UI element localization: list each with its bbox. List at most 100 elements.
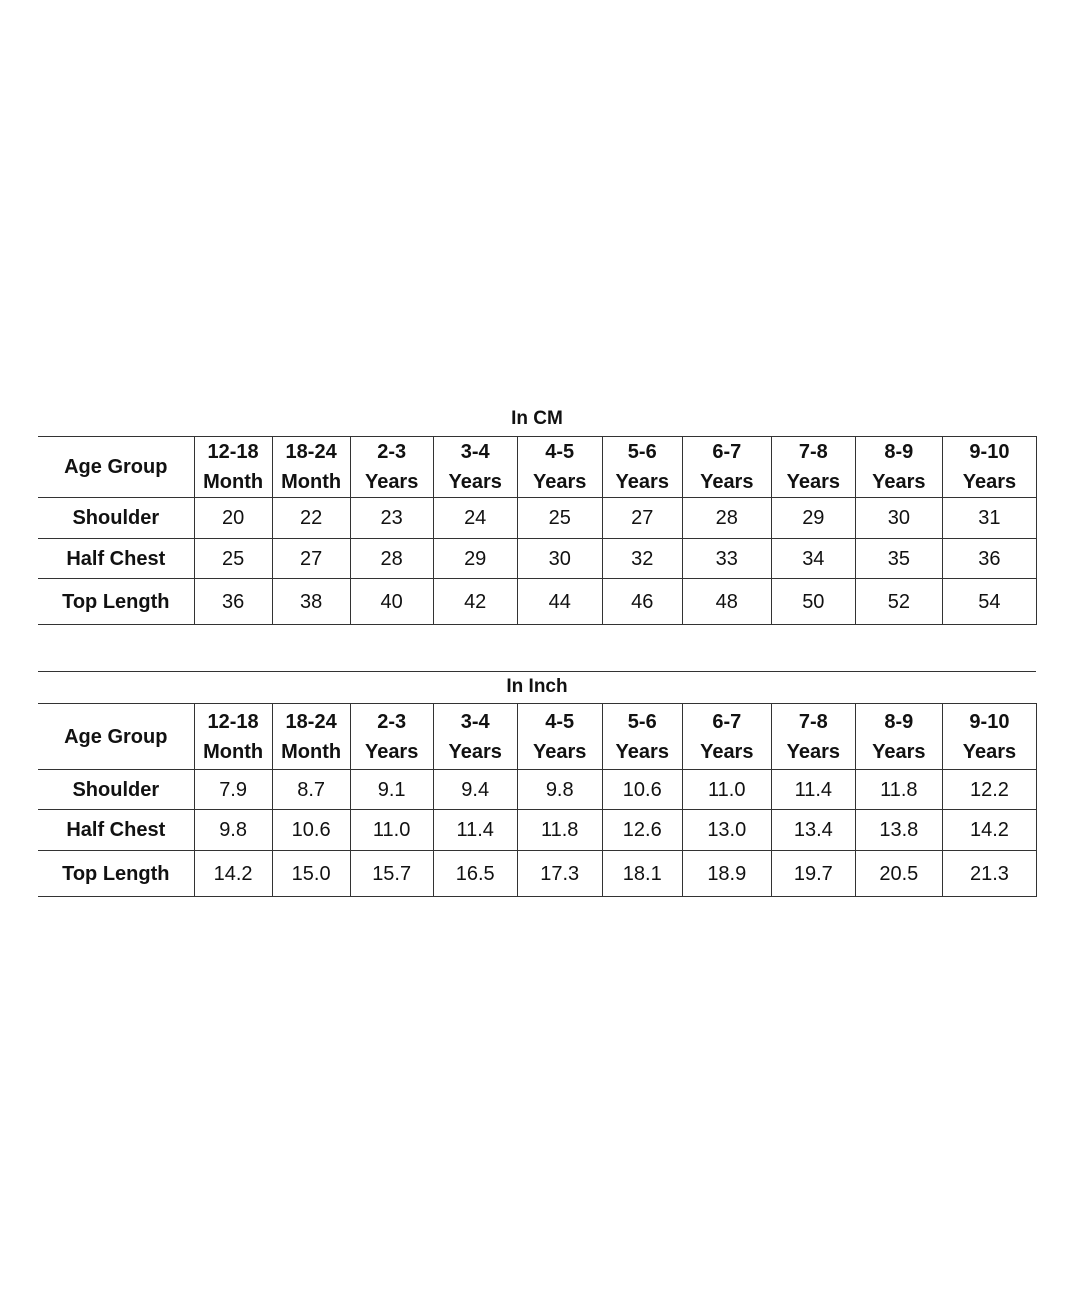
- row-label: Half Chest: [38, 538, 195, 579]
- age-column-header: 9-10 Years: [941, 703, 1038, 770]
- measurement-cell: 38: [271, 578, 351, 625]
- age-column-header: 3-4 Years: [432, 703, 518, 770]
- column-header-line: Years: [962, 471, 1017, 493]
- measurement-cell: 11.8: [854, 769, 943, 810]
- row-label: Half Chest: [38, 809, 195, 851]
- measurement-cell: 50: [770, 578, 856, 625]
- age-column-header: 4-5 Years: [516, 436, 603, 498]
- inch-table-title: In Inch: [506, 676, 568, 697]
- measurement-cell: 22: [271, 497, 351, 539]
- cm-size-table: Age Group 12-18 Month 18-24 Month 2-3 Years 3-4…: [38, 436, 1038, 625]
- measurement-cell: 13.4: [770, 809, 856, 851]
- column-header-line: 18-24: [285, 441, 337, 463]
- age-column-header: 18-24 Month: [271, 703, 351, 770]
- measurement-cell: 35: [854, 538, 943, 579]
- measurement-cell: 13.8: [854, 809, 943, 851]
- measurement-cell: 13.0: [681, 809, 772, 851]
- measurement-cell: 11.4: [432, 809, 518, 851]
- age-column-header: 6-7 Years: [681, 703, 772, 770]
- age-column-header: 12-18 Month: [193, 703, 273, 770]
- measurement-cell: 27: [271, 538, 351, 579]
- measurement-cell: 11.4: [770, 769, 856, 810]
- age-column-header: 3-4 Years: [432, 436, 518, 498]
- column-header-line: Month: [281, 471, 342, 493]
- age-column-header: 4-5 Years: [516, 703, 603, 770]
- measurement-cell: 30: [854, 497, 943, 539]
- measurement-cell: 30: [516, 538, 603, 579]
- measurement-cell: 11.0: [349, 809, 434, 851]
- column-header-line: Years: [700, 740, 754, 763]
- column-header-line: Month: [203, 471, 264, 493]
- measurement-cell: 48: [681, 578, 772, 625]
- column-header-line: 7-8: [798, 710, 828, 733]
- cm-table-title: In CM: [511, 408, 563, 429]
- measurement-cell: 9.8: [516, 769, 603, 810]
- table-row: Top Length 36 38 40 42 44 46 48 50 52 54: [38, 578, 1038, 625]
- measurement-cell: 34: [770, 538, 856, 579]
- column-header-line: 7-8: [798, 441, 828, 463]
- age-column-header: 5-6 Years: [601, 436, 683, 498]
- column-header-line: Years: [872, 471, 926, 493]
- measurement-cell: 33: [681, 538, 772, 579]
- measurement-cell: 15.7: [349, 850, 434, 897]
- column-header-line: 2-3: [377, 441, 407, 463]
- column-header-line: 18-24: [285, 710, 337, 733]
- measurement-cell: 17.3: [516, 850, 603, 897]
- column-header-line: Years: [872, 740, 926, 763]
- measurement-cell: 11.8: [516, 809, 603, 851]
- measurement-cell: 16.5: [432, 850, 518, 897]
- age-column-header: 18-24 Month: [271, 436, 351, 498]
- column-header-line: Month: [203, 740, 264, 763]
- measurement-cell: 31: [941, 497, 1038, 539]
- measurement-cell: 18.1: [601, 850, 683, 897]
- column-header-line: 6-7: [712, 441, 742, 463]
- column-header-line: Years: [364, 471, 419, 493]
- measurement-cell: 24: [432, 497, 518, 539]
- measurement-cell: 52: [854, 578, 943, 625]
- column-header-line: Years: [615, 471, 669, 493]
- inch-top-rule: [38, 671, 1036, 672]
- column-header-line: Years: [786, 740, 840, 763]
- measurement-cell: 23: [349, 497, 434, 539]
- column-header-line: 2-3: [377, 710, 407, 733]
- table-row: Half Chest 9.8 10.6 11.0 11.4 11.8 12.6 13.0 13.…: [38, 809, 1038, 851]
- column-header-line: Years: [962, 740, 1017, 763]
- column-header-line: 4-5: [545, 710, 575, 733]
- age-column-header: 6-7 Years: [681, 436, 772, 498]
- measurement-cell: 18.9: [681, 850, 772, 897]
- measurement-cell: 14.2: [941, 809, 1038, 851]
- measurement-cell: 9.4: [432, 769, 518, 810]
- measurement-cell: 32: [601, 538, 683, 579]
- measurement-cell: 19.7: [770, 850, 856, 897]
- measurement-cell: 25: [516, 497, 603, 539]
- column-header-line: 3-4: [460, 441, 490, 463]
- age-column-header: 5-6 Years: [601, 703, 683, 770]
- age-column-header: 7-8 Years: [770, 703, 856, 770]
- measurement-cell: 42: [432, 578, 518, 625]
- row-label: Shoulder: [38, 769, 195, 810]
- column-header-line: Years: [786, 471, 840, 493]
- column-header-line: 9-10: [969, 710, 1010, 733]
- column-header-line: 9-10: [969, 441, 1010, 463]
- column-header-line: Years: [533, 471, 587, 493]
- column-header-line: Years: [448, 740, 502, 763]
- table-row: Shoulder 7.9 8.7 9.1 9.4 9.8 10.6 11.0 11.4 11.8 1…: [38, 769, 1038, 810]
- row-label: Shoulder: [38, 497, 195, 539]
- measurement-cell: 8.7: [271, 769, 351, 810]
- measurement-cell: 29: [770, 497, 856, 539]
- inch-size-table: Age Group 12-18 Month 18-24 Month 2-3 Years 3-4…: [38, 703, 1038, 897]
- table-row: Top Length 14.2 15.0 15.7 16.5 17.3 18.1 18.9 19…: [38, 850, 1038, 897]
- column-header-line: 4-5: [545, 441, 575, 463]
- measurement-cell: 44: [516, 578, 603, 625]
- column-header-line: Month: [281, 740, 342, 763]
- header-row: Age Group 12-18 Month 18-24 Month 2-3 Years 3-4…: [38, 703, 1038, 770]
- measurement-cell: 54: [941, 578, 1038, 625]
- age-group-header: Age Group: [38, 703, 195, 770]
- column-header-line: 5-6: [627, 441, 657, 463]
- measurement-cell: 29: [432, 538, 518, 579]
- measurement-cell: 27: [601, 497, 683, 539]
- row-label: Top Length: [38, 850, 195, 897]
- measurement-cell: 14.2: [193, 850, 273, 897]
- measurement-cell: 46: [601, 578, 683, 625]
- table-row: Shoulder 20 22 23 24 25 27 28 29 30 31: [38, 497, 1038, 539]
